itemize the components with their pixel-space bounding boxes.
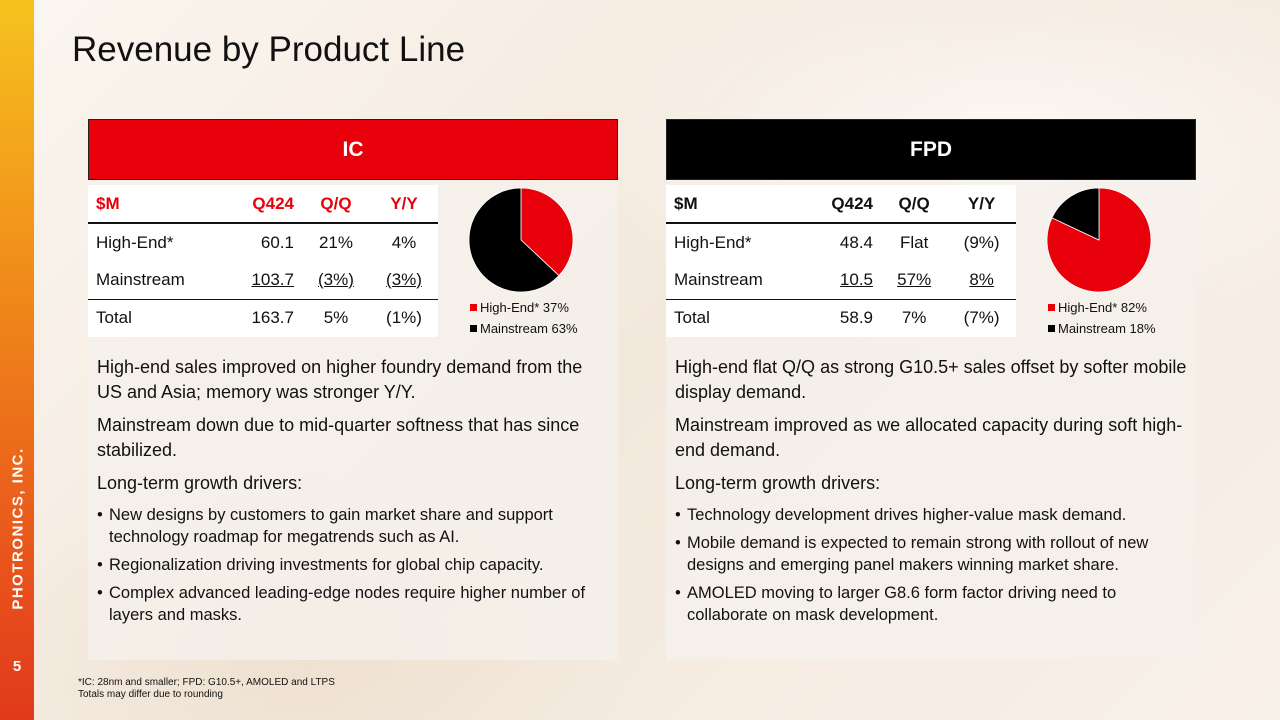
bullet-item: Complex advanced leading-edge nodes requ… [97, 582, 609, 626]
fpd-pie-chart [1046, 187, 1152, 293]
paragraph: High-end flat Q/Q as strong G10.5+ sales… [675, 357, 1187, 402]
legend-item: Mainstream 63% [470, 318, 578, 339]
table-cell: Total [666, 298, 805, 337]
table-cell: 5% [301, 298, 370, 337]
column-header: Y/Y [369, 185, 438, 224]
column-header: Q/Q [881, 185, 948, 224]
paragraph: Long-term growth drivers: [675, 473, 881, 493]
fpd-table-wrap: $M Q424 Q/Q Y/Y High-End* 48.4 Flat (9%)… [666, 185, 1016, 337]
bullet-item: AMOLED moving to larger G8.6 form factor… [675, 582, 1187, 626]
ic-header: IC [88, 119, 618, 180]
fpd-table: $M Q424 Q/Q Y/Y High-End* 48.4 Flat (9%)… [666, 185, 1016, 337]
table-cell: Flat [899, 232, 929, 252]
table-cell: (9%) [963, 232, 1000, 252]
table-cell: (7%) [947, 298, 1016, 337]
table-cell: 60.1 [260, 232, 294, 252]
legend-item: High-End* 37% [470, 297, 578, 318]
ic-table: $M Q424 Q/Q Y/Y High-End* 60.1 21% 4% Ma… [88, 185, 438, 337]
column-header: Q/Q [301, 185, 370, 224]
table-cell: Total [88, 298, 226, 337]
ic-commentary: High-end sales improved on higher foundr… [97, 355, 609, 632]
ic-panel: IC $M Q424 Q/Q Y/Y High-End* 60.1 21% 4%… [88, 119, 618, 660]
fpd-pie-legend: High-End* 82% Mainstream 18% [1048, 297, 1156, 339]
legend-item: Mainstream 18% [1048, 318, 1156, 339]
legend-swatch [1048, 304, 1055, 311]
table-cell: Mainstream [674, 269, 763, 289]
side-bar [0, 0, 34, 720]
bullet-item: Technology development drives higher-val… [675, 504, 1187, 526]
bullet-list: Technology development drives higher-val… [675, 504, 1187, 626]
company-name: PHOTRONICS, INC. [9, 447, 27, 610]
table-cell: High-End* [674, 232, 752, 252]
column-header: $M [666, 185, 805, 224]
legend-swatch [1048, 325, 1055, 332]
table-row: High-End* 60.1 21% 4% [88, 223, 438, 261]
column-header: Q424 [804, 185, 882, 224]
paragraph: Mainstream improved as we allocated capa… [675, 415, 1183, 460]
ic-pie-legend: High-End* 37% Mainstream 63% [470, 297, 578, 339]
pie-slice-highend [1046, 187, 1152, 293]
legend-swatch [470, 325, 477, 332]
legend-swatch [470, 304, 477, 311]
ic-table-wrap: $M Q424 Q/Q Y/Y High-End* 60.1 21% 4% Ma… [88, 185, 438, 337]
fpd-panel: FPD $M Q424 Q/Q Y/Y High-End* 48.4 Flat … [666, 119, 1196, 660]
bullet-item: Mobile demand is expected to remain stro… [675, 532, 1187, 576]
table-row: Mainstream 103.7 (3%) (3%) [88, 261, 438, 299]
paragraph: High-end sales improved on higher foundr… [97, 357, 583, 402]
fpd-header: FPD [666, 119, 1196, 180]
ic-pie-chart [468, 187, 574, 293]
table-cell: 48.4 [839, 232, 874, 252]
table-row-total: Total 163.7 5% (1%) [88, 298, 438, 337]
table-row: High-End* 48.4 Flat (9%) [666, 223, 1016, 261]
table-row: Mainstream 10.5 57% 8% [666, 261, 1016, 299]
table-cell: Mainstream [96, 269, 185, 289]
table-header-row: $M Q424 Q/Q Y/Y [666, 185, 1016, 224]
pie-slice-mainstream [1051, 187, 1100, 241]
bullet-list: New designs by customers to gain market … [97, 504, 609, 626]
table-cell: 21% [318, 232, 353, 252]
table-row-total: Total 58.9 7% (7%) [666, 298, 1016, 337]
pie-slice-highend [520, 187, 574, 277]
footnote: *IC: 28nm and smaller; FPD: G10.5+, AMOL… [78, 677, 335, 700]
column-header: Q424 [225, 185, 302, 224]
page-number: 5 [12, 658, 22, 675]
table-cell: (3%) [318, 269, 354, 289]
table-cell: 163.7 [225, 298, 302, 337]
table-cell: (1%) [369, 298, 438, 337]
pie-slice-mainstream [468, 187, 560, 293]
table-header-row: $M Q424 Q/Q Y/Y [88, 185, 438, 224]
paragraph: Long-term growth drivers: [97, 473, 303, 493]
paragraph: Mainstream down due to mid-quarter softn… [97, 415, 580, 460]
table-cell: 10.5 [839, 269, 874, 289]
table-cell: (3%) [386, 269, 422, 289]
table-cell: 57% [897, 269, 932, 289]
table-cell: 103.7 [251, 269, 294, 289]
fpd-commentary: High-end flat Q/Q as strong G10.5+ sales… [675, 355, 1187, 632]
table-cell: 8% [969, 269, 994, 289]
column-header: $M [88, 185, 226, 224]
bullet-item: Regionalization driving investments for … [97, 554, 609, 576]
table-cell: 58.9 [804, 298, 882, 337]
page-title: Revenue by Product Line [72, 30, 466, 69]
bullet-item: New designs by customers to gain market … [97, 504, 609, 548]
column-header: Y/Y [947, 185, 1016, 224]
table-cell: 4% [391, 232, 417, 252]
table-cell: High-End* [96, 232, 174, 252]
table-cell: 7% [881, 298, 948, 337]
legend-item: High-End* 82% [1048, 297, 1156, 318]
